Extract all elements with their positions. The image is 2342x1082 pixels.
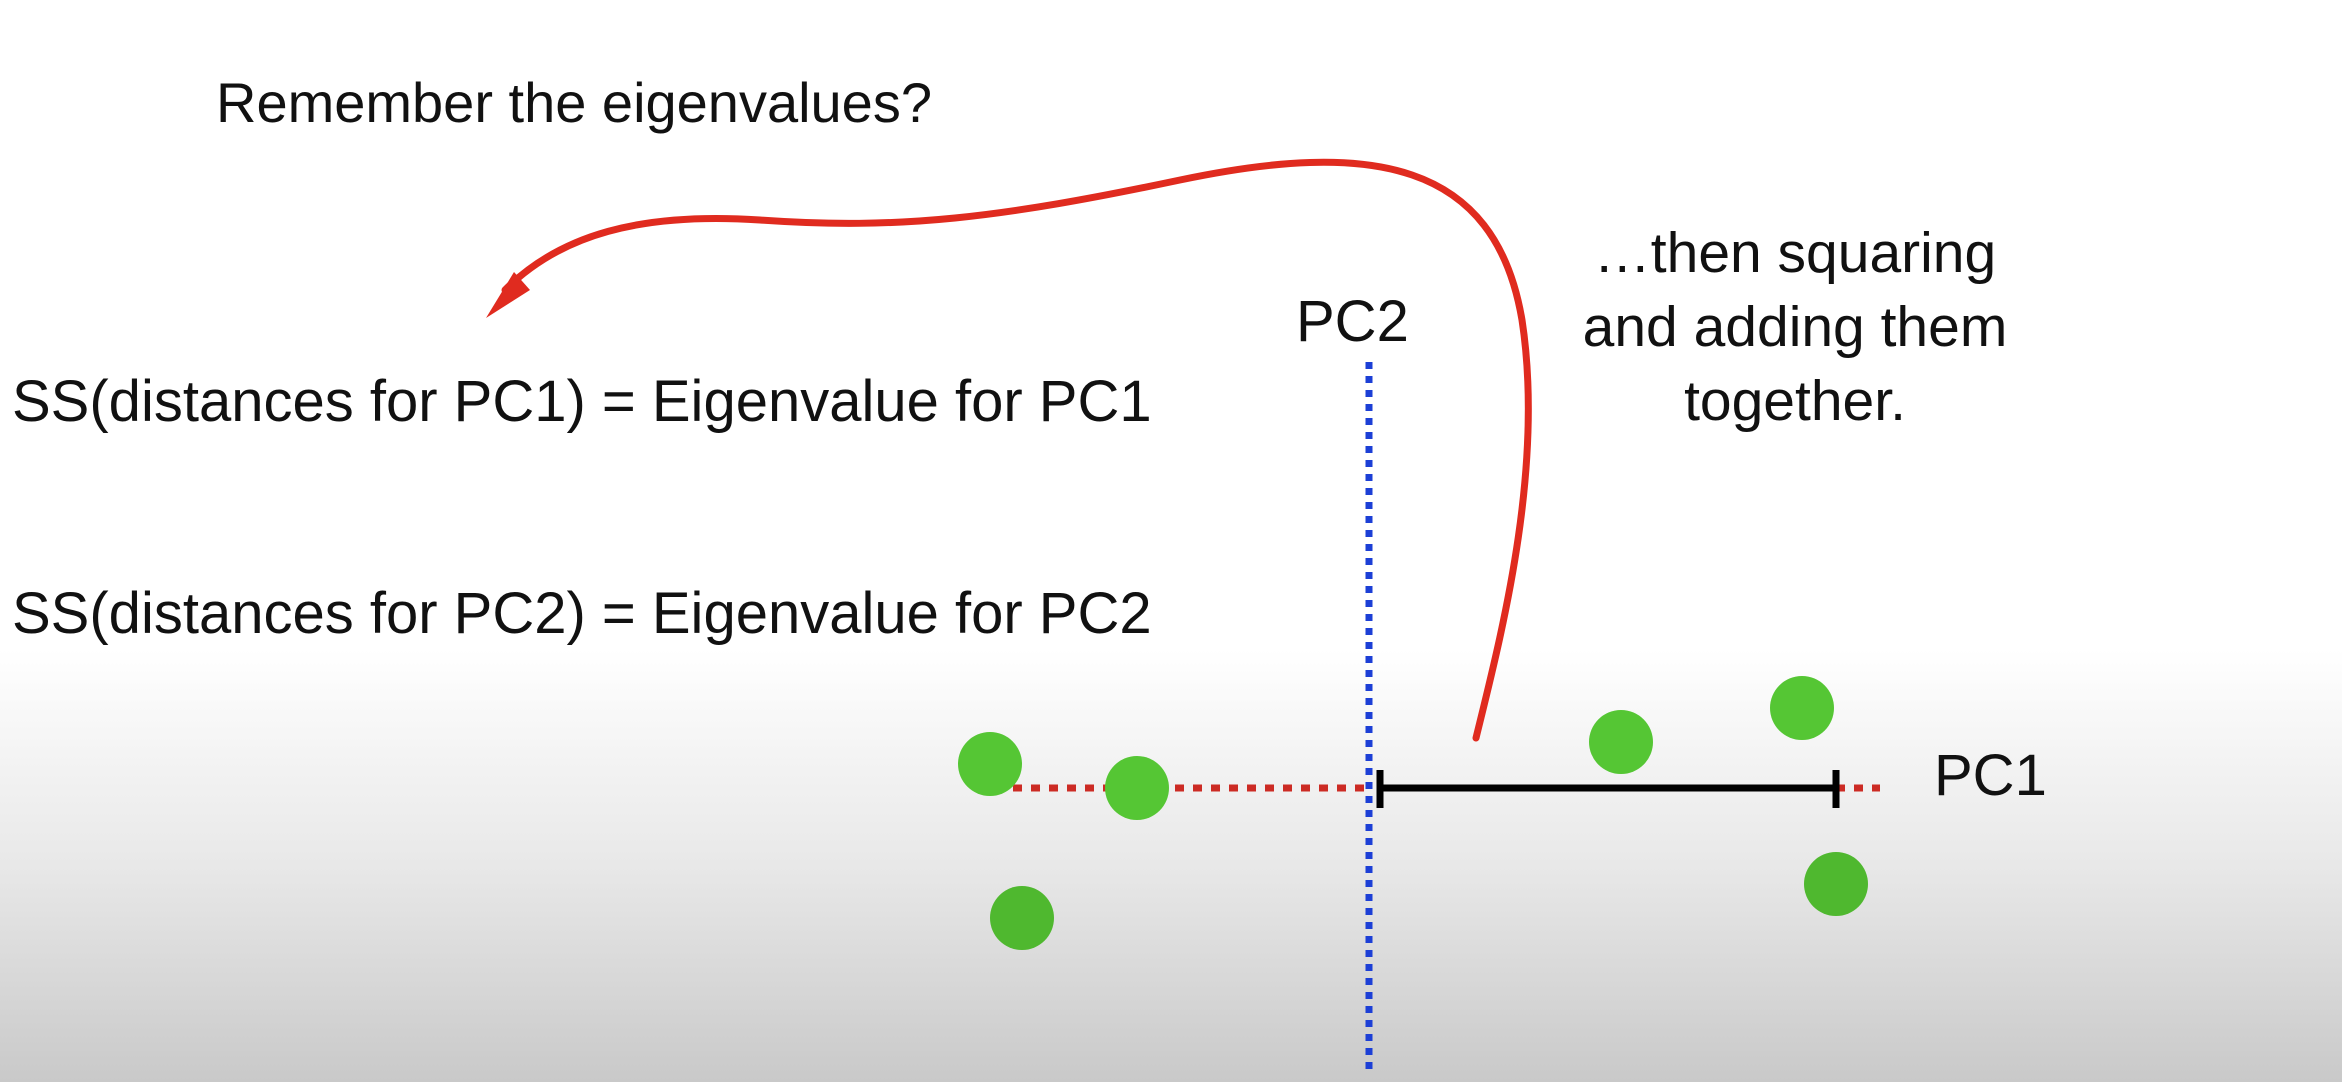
squaring-note-line: together. (1684, 369, 1906, 433)
data-point (1589, 710, 1653, 774)
data-point (958, 732, 1022, 796)
equation-pc2: SS(distances for PC2) = Eigenvalue for P… (12, 581, 1152, 646)
pc2-axis-label: PC2 (1296, 289, 1409, 354)
eigenvalues-question: Remember the eigenvalues? (216, 71, 932, 134)
distance-bar (1376, 770, 1840, 808)
curved-red-arrow-icon (486, 158, 1532, 742)
data-point (990, 886, 1054, 950)
data-point (1770, 676, 1834, 740)
data-point (1105, 756, 1169, 820)
squaring-note: …then squaring and adding them together. (1520, 216, 2070, 438)
squaring-note-line: …then squaring (1593, 221, 1997, 285)
squaring-note-line: and adding them (1582, 295, 2008, 359)
data-point (1804, 852, 1868, 916)
pc1-axis-label: PC1 (1934, 743, 2047, 808)
equation-pc1: SS(distances for PC1) = Eigenvalue for P… (12, 369, 1152, 434)
